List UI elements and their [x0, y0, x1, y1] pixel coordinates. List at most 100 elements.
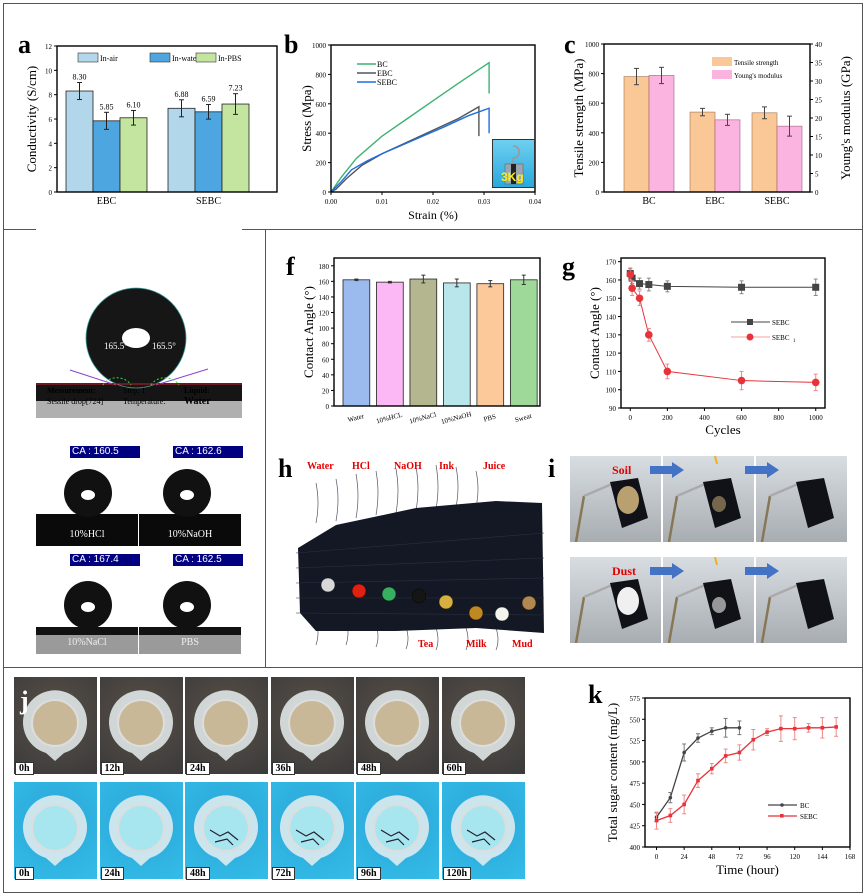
- liquid-label: 10%NaCl: [67, 637, 107, 648]
- ca-value-banner: CA : 162.5: [173, 554, 243, 566]
- time-label: 0h: [15, 867, 34, 880]
- self-cleaning-frame: [570, 557, 661, 643]
- clamp-mesh-svg: [574, 579, 648, 643]
- beaker-svg: [365, 795, 429, 866]
- arrow-right-icon: [745, 462, 779, 483]
- temperature-label: Temperature:: [123, 397, 166, 406]
- droplet-svg: [139, 469, 241, 546]
- beaker-svg: [194, 795, 258, 866]
- drop-hcl: [351, 583, 367, 599]
- droplet-highlight: [81, 602, 95, 612]
- hook-weight-icon: [504, 145, 524, 185]
- liquid-label-top: Juice: [483, 461, 506, 472]
- liquid-label: Liquid:: [184, 386, 210, 395]
- arrow-right-icon: [650, 563, 684, 584]
- angle-label-right: 165.5°: [152, 341, 176, 351]
- drop-naoh: [381, 586, 397, 602]
- beaker-photo: [185, 782, 268, 879]
- clamp-mesh-svg: [667, 557, 741, 643]
- beaker-photo: [356, 782, 439, 879]
- arrow-right-icon: [745, 563, 779, 584]
- drop-water: [320, 577, 336, 593]
- panel-label-h: h: [278, 454, 293, 483]
- ca-value-banner: CA : 160.5: [70, 446, 140, 458]
- black-mesh-fabric: [298, 501, 544, 633]
- beaker-photo: [185, 677, 268, 774]
- clamp-mesh-svg: [760, 478, 834, 542]
- panel-label-i: i: [548, 454, 556, 483]
- beaker-photo: [441, 782, 525, 879]
- ca-value-banner: CA : 167.4: [70, 554, 140, 566]
- contaminant-residue: [712, 597, 726, 613]
- beaker-svg: [23, 690, 88, 761]
- liquid-label-top: Ink: [439, 461, 455, 472]
- step-label: Step: 1: [123, 386, 146, 395]
- beaker-photo: [14, 677, 97, 774]
- drop-juice: [438, 594, 454, 610]
- time-label: 12h: [100, 762, 125, 775]
- fabric-photo: [296, 463, 546, 653]
- beaker-photo: [14, 782, 97, 879]
- contaminant-residue: [712, 496, 726, 512]
- panel-label-b: b: [284, 30, 299, 59]
- clamp-mesh-svg: [574, 478, 648, 542]
- beaker-photo: [99, 677, 183, 774]
- droplet-svg: [36, 581, 138, 654]
- contaminant: [617, 587, 639, 615]
- clamp-mesh-svg: [667, 456, 741, 542]
- liquid-label-top: Water: [307, 461, 334, 472]
- beaker-photo: [356, 677, 439, 774]
- frame-jk: [3, 667, 863, 893]
- beaker-svg: [23, 795, 88, 866]
- time-label: 24h: [100, 867, 125, 880]
- droplet-highlight: [81, 490, 95, 500]
- arrow-right-icon: [650, 462, 684, 483]
- droplet-svg: [36, 228, 242, 418]
- liquid-label-bottom: Milk: [466, 639, 487, 650]
- angle-label-left: 165.5°: [104, 341, 128, 351]
- beaker-photo: [99, 782, 183, 879]
- panel-label-k: k: [588, 680, 603, 709]
- liquid-value: Water: [184, 396, 211, 407]
- ca-value-banner: CA : 162.6: [173, 446, 243, 458]
- contact-angle-tile: [139, 459, 241, 546]
- beaker-photo: [441, 677, 525, 774]
- contact-angle-tile: [139, 567, 241, 654]
- substrate-edge: [139, 627, 241, 635]
- substrate: [36, 514, 138, 546]
- fabric-threads: [315, 464, 499, 651]
- liquid-label: 10%HCl: [69, 529, 105, 540]
- substrate-edge: [36, 627, 138, 635]
- contaminant: [617, 486, 639, 514]
- contact-angle-tile: [36, 567, 138, 654]
- time-label: 120h: [442, 867, 472, 880]
- panel-label-c: c: [564, 30, 576, 59]
- panel-label-a: a: [18, 30, 31, 59]
- time-label: 0h: [15, 762, 34, 775]
- weight-inset-photo: 3Kg: [492, 139, 535, 188]
- measurement-value: Sessile drop[724]: [47, 397, 104, 406]
- liquid-label-bottom: Tea: [418, 639, 434, 650]
- drop-ink: [411, 588, 427, 604]
- contaminant-label: Soil: [612, 463, 632, 477]
- drop-tea: [468, 605, 484, 621]
- liquid-label: PBS: [181, 637, 199, 648]
- beaker-svg: [194, 690, 258, 761]
- beaker-svg: [279, 690, 344, 761]
- mesh-sample: [796, 579, 834, 629]
- substrate: [139, 514, 241, 546]
- beaker-photo: [270, 677, 354, 774]
- beaker-svg: [108, 690, 173, 761]
- liquid-label: 10%NaOH: [167, 529, 213, 540]
- beaker-svg: [450, 795, 515, 866]
- contaminant-label: Dust: [612, 564, 637, 578]
- liquid-label-bottom: Mud: [512, 639, 533, 650]
- droplet-svg: [139, 581, 241, 654]
- liquid-label-top: HCl: [352, 461, 370, 472]
- liquid-label-top: NaOH: [394, 461, 422, 472]
- beaker-photo: [270, 782, 354, 879]
- droplet-highlight: [122, 328, 150, 348]
- self-cleaning-frame: [570, 456, 661, 542]
- time-label: 48h: [186, 867, 210, 880]
- time-label: 24h: [186, 762, 210, 775]
